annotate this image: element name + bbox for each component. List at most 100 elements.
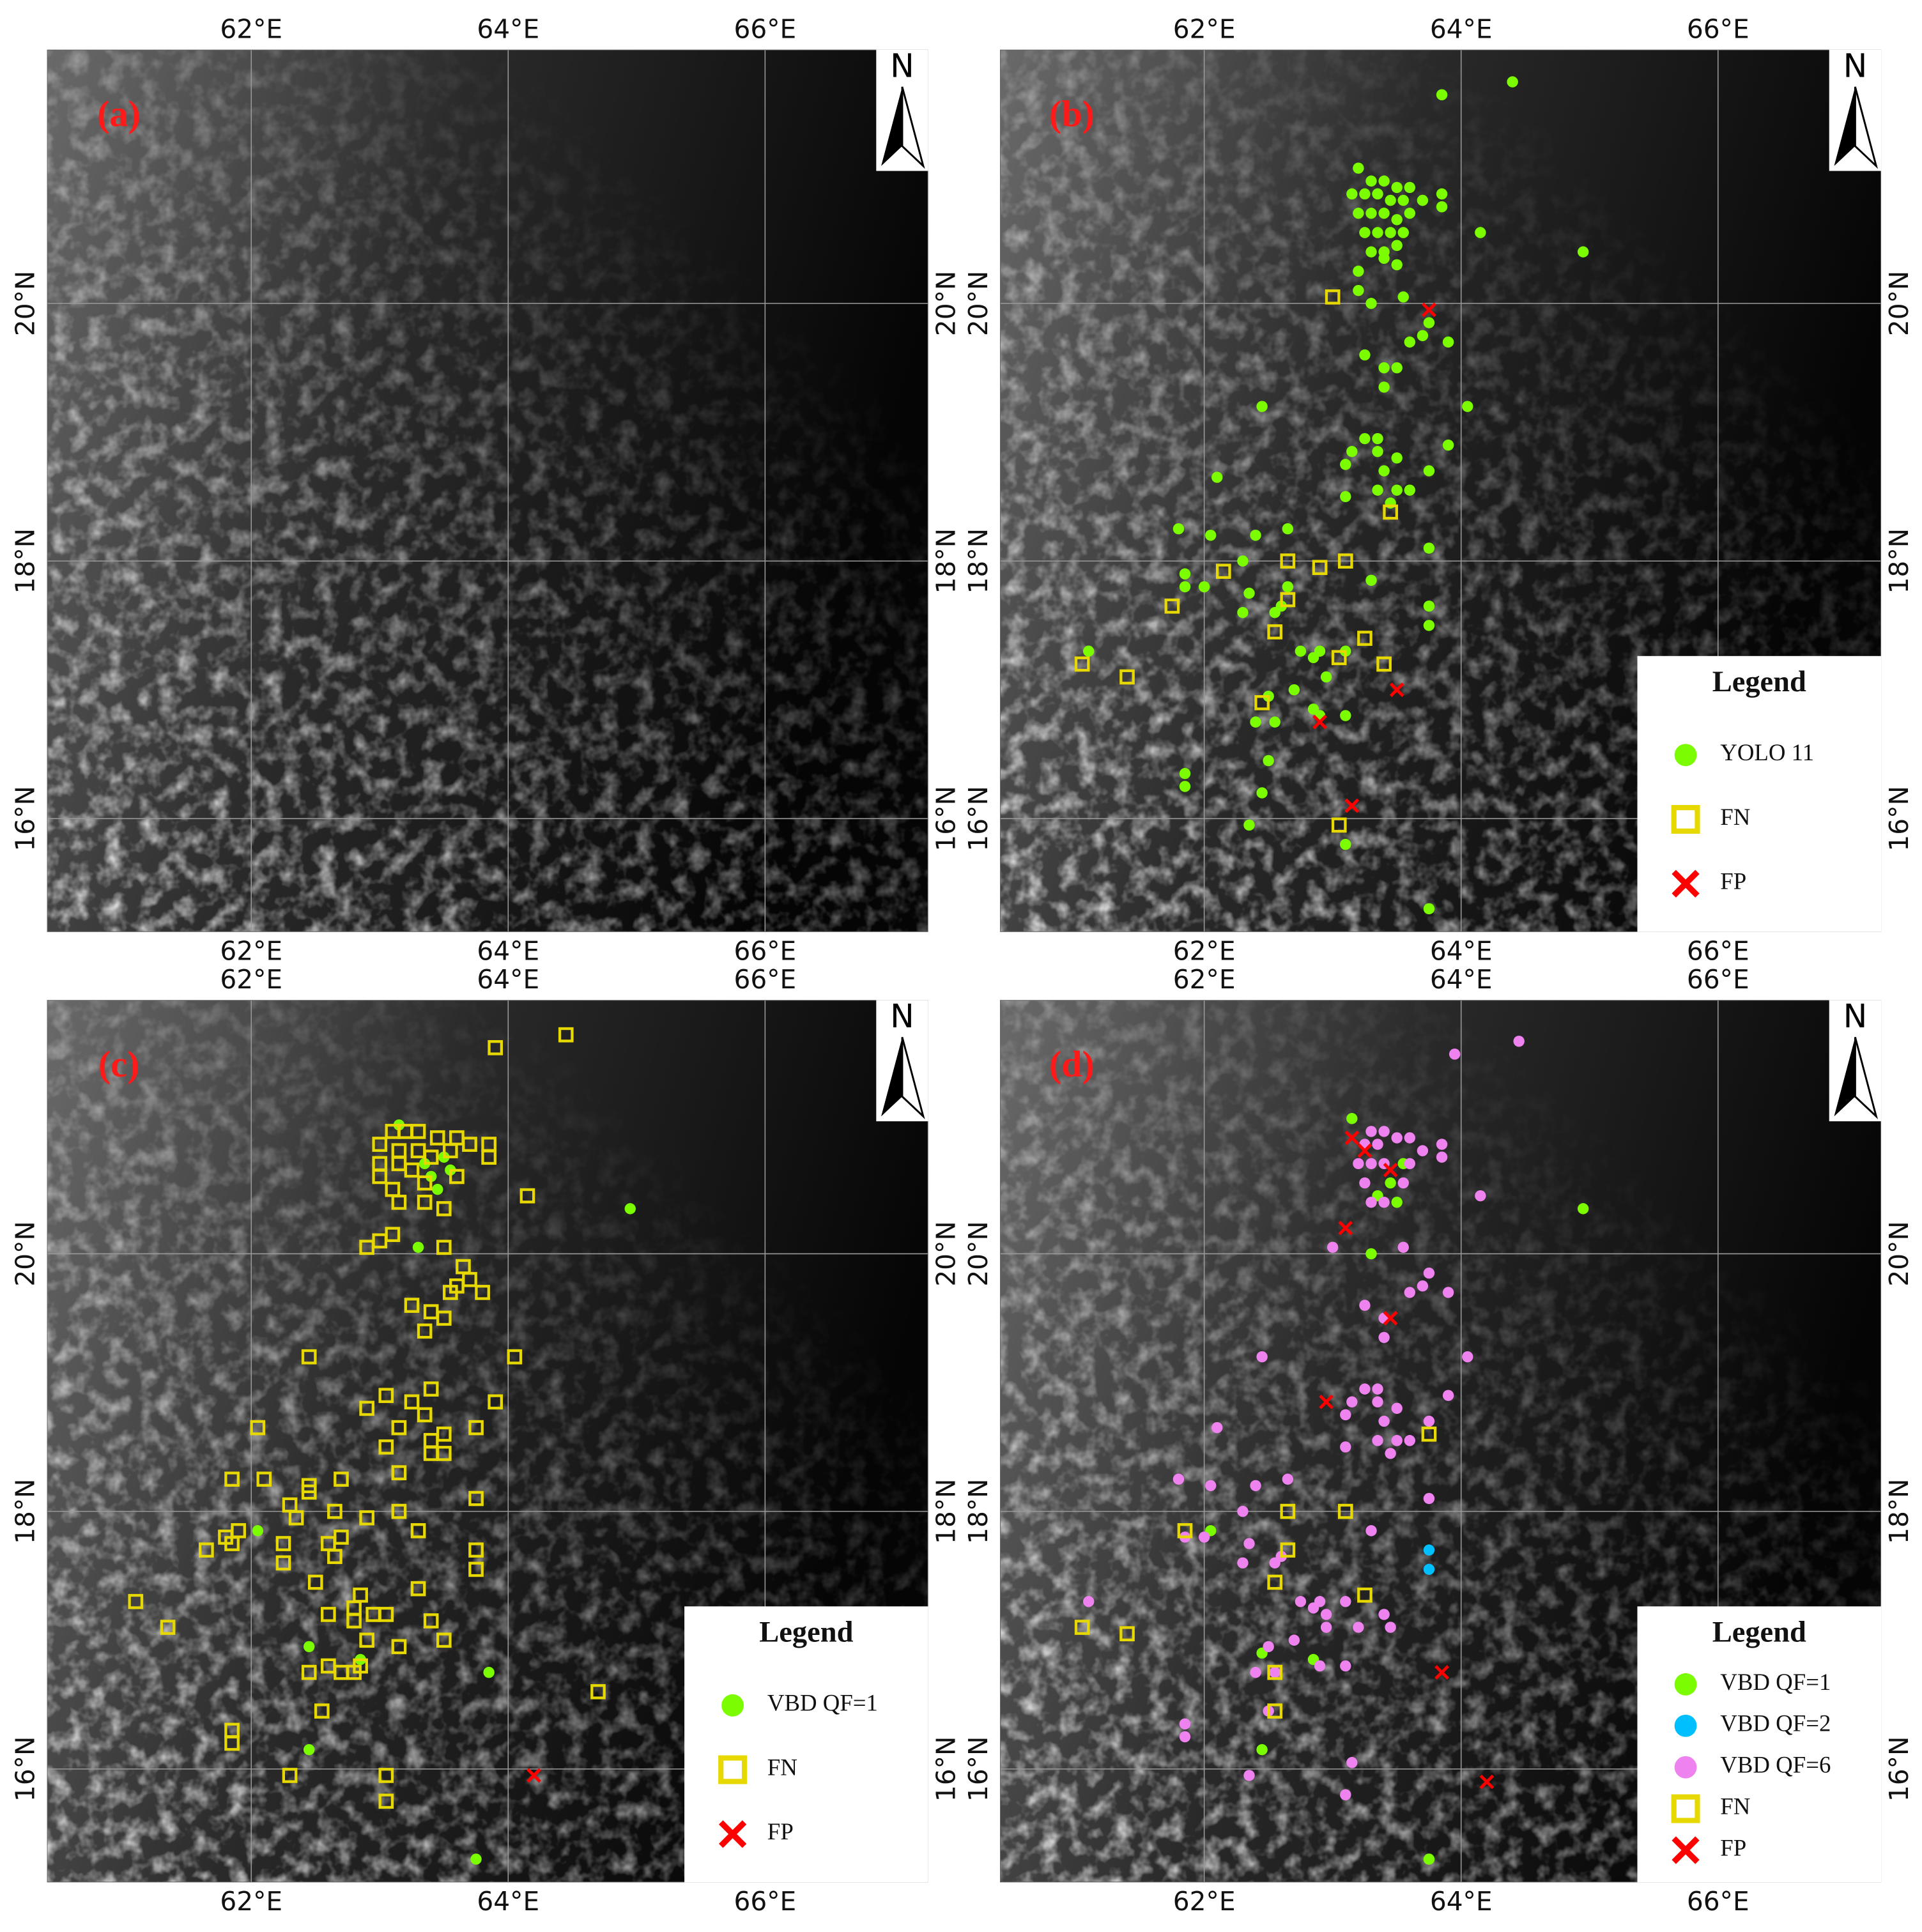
point — [1365, 1158, 1377, 1170]
point — [1346, 446, 1358, 457]
legend-title: Legend — [759, 1616, 853, 1649]
legend-marker — [1671, 804, 1700, 834]
point — [1340, 491, 1351, 503]
y-tick-label: 20°N — [1884, 271, 1914, 336]
point — [1365, 175, 1377, 187]
point — [1365, 1525, 1377, 1537]
point — [1442, 336, 1454, 348]
point — [1507, 76, 1518, 88]
point — [1372, 1396, 1383, 1407]
point — [1365, 574, 1377, 586]
fn-square — [404, 1162, 420, 1178]
point — [1256, 1744, 1268, 1756]
point — [1577, 1203, 1589, 1215]
map-area — [47, 1000, 928, 1883]
point — [1449, 1048, 1461, 1060]
fn-square — [1337, 1503, 1353, 1519]
fn-square — [1280, 1503, 1296, 1519]
x-tick-label: 62°E — [1173, 936, 1236, 967]
fn-square — [275, 1555, 291, 1571]
north-arrow-right — [1854, 86, 1879, 169]
fn-square — [378, 1793, 394, 1809]
series — [1312, 302, 1436, 813]
point — [1391, 214, 1403, 226]
fn-square — [1376, 656, 1392, 672]
fn-square — [436, 1446, 452, 1461]
fp-cross — [1389, 682, 1404, 698]
fp-cross — [1344, 798, 1360, 813]
point — [1179, 581, 1191, 593]
x-tick-label: 66°E — [1687, 936, 1749, 967]
y-tick-label: 18°N — [1884, 1478, 1914, 1544]
point — [1237, 607, 1249, 618]
point — [1288, 684, 1300, 696]
point — [1359, 188, 1371, 200]
fn-square — [359, 1510, 375, 1526]
fn-square — [507, 1349, 523, 1365]
legend-marker — [1672, 870, 1700, 898]
point — [1423, 1853, 1435, 1865]
point — [1404, 1132, 1416, 1144]
north-arrow-right — [901, 1036, 925, 1119]
point — [1365, 298, 1377, 309]
point — [1423, 465, 1435, 477]
x-tick-label: 62°E — [1173, 964, 1236, 995]
fn-square — [410, 1523, 426, 1538]
map-panel: 62°E 62°E 64°E 64°E 66°E 66°E 16°N 16°N 18°N 18°N… — [963, 964, 1914, 1917]
y-tick-label: 20°N — [963, 271, 994, 336]
point — [1372, 433, 1383, 445]
fn-square — [558, 1027, 574, 1043]
y-tick-label: 16°N — [10, 786, 41, 851]
map-area — [47, 49, 928, 932]
point — [1372, 484, 1383, 496]
fp-cross — [1312, 714, 1327, 730]
y-tick-label: 16°N — [963, 1736, 994, 1802]
point — [303, 1641, 315, 1653]
fn-square — [1280, 553, 1296, 569]
point — [1346, 1757, 1358, 1768]
point — [1083, 645, 1095, 657]
fn-square — [282, 1768, 298, 1783]
point — [1397, 227, 1409, 238]
north-label: N — [1843, 47, 1868, 84]
point — [1172, 523, 1185, 535]
point — [1320, 1609, 1332, 1620]
fn-square — [327, 1503, 342, 1519]
fn-square — [1280, 1542, 1296, 1558]
point — [1378, 362, 1390, 374]
point — [1378, 1415, 1390, 1427]
fn-square — [436, 1239, 452, 1255]
point — [412, 1241, 424, 1254]
point — [1263, 755, 1274, 767]
fn-square — [346, 1613, 362, 1629]
north-arrow-left — [1834, 1037, 1856, 1117]
y-tick-label: 20°N — [10, 271, 41, 336]
y-tick-label: 16°N — [931, 786, 962, 851]
point — [1340, 459, 1351, 470]
point — [1243, 1538, 1255, 1549]
legend-marker — [721, 1694, 744, 1717]
point — [1378, 465, 1390, 477]
x-tick-label: 64°E — [1430, 14, 1493, 45]
point — [1237, 555, 1249, 567]
point — [1423, 600, 1435, 612]
fn-square — [462, 1271, 477, 1287]
point — [1211, 471, 1223, 483]
point — [1250, 716, 1261, 728]
x-tick-label: 66°E — [1687, 14, 1749, 45]
y-tick-label: 18°N — [963, 1478, 994, 1544]
point — [1442, 1390, 1454, 1401]
fp-cross — [1383, 1162, 1398, 1177]
point — [1423, 1544, 1435, 1556]
point — [1282, 581, 1294, 593]
point — [1404, 1435, 1416, 1446]
x-tick-label: 62°E — [220, 14, 282, 45]
point — [1314, 1660, 1326, 1672]
legend-box — [684, 1606, 928, 1883]
point — [1256, 787, 1268, 799]
north-label: N — [890, 47, 914, 84]
fp-cross — [1479, 1774, 1495, 1790]
fn-square — [378, 1439, 394, 1455]
x-tick-label: 66°E — [734, 964, 796, 995]
point — [1250, 1666, 1261, 1678]
